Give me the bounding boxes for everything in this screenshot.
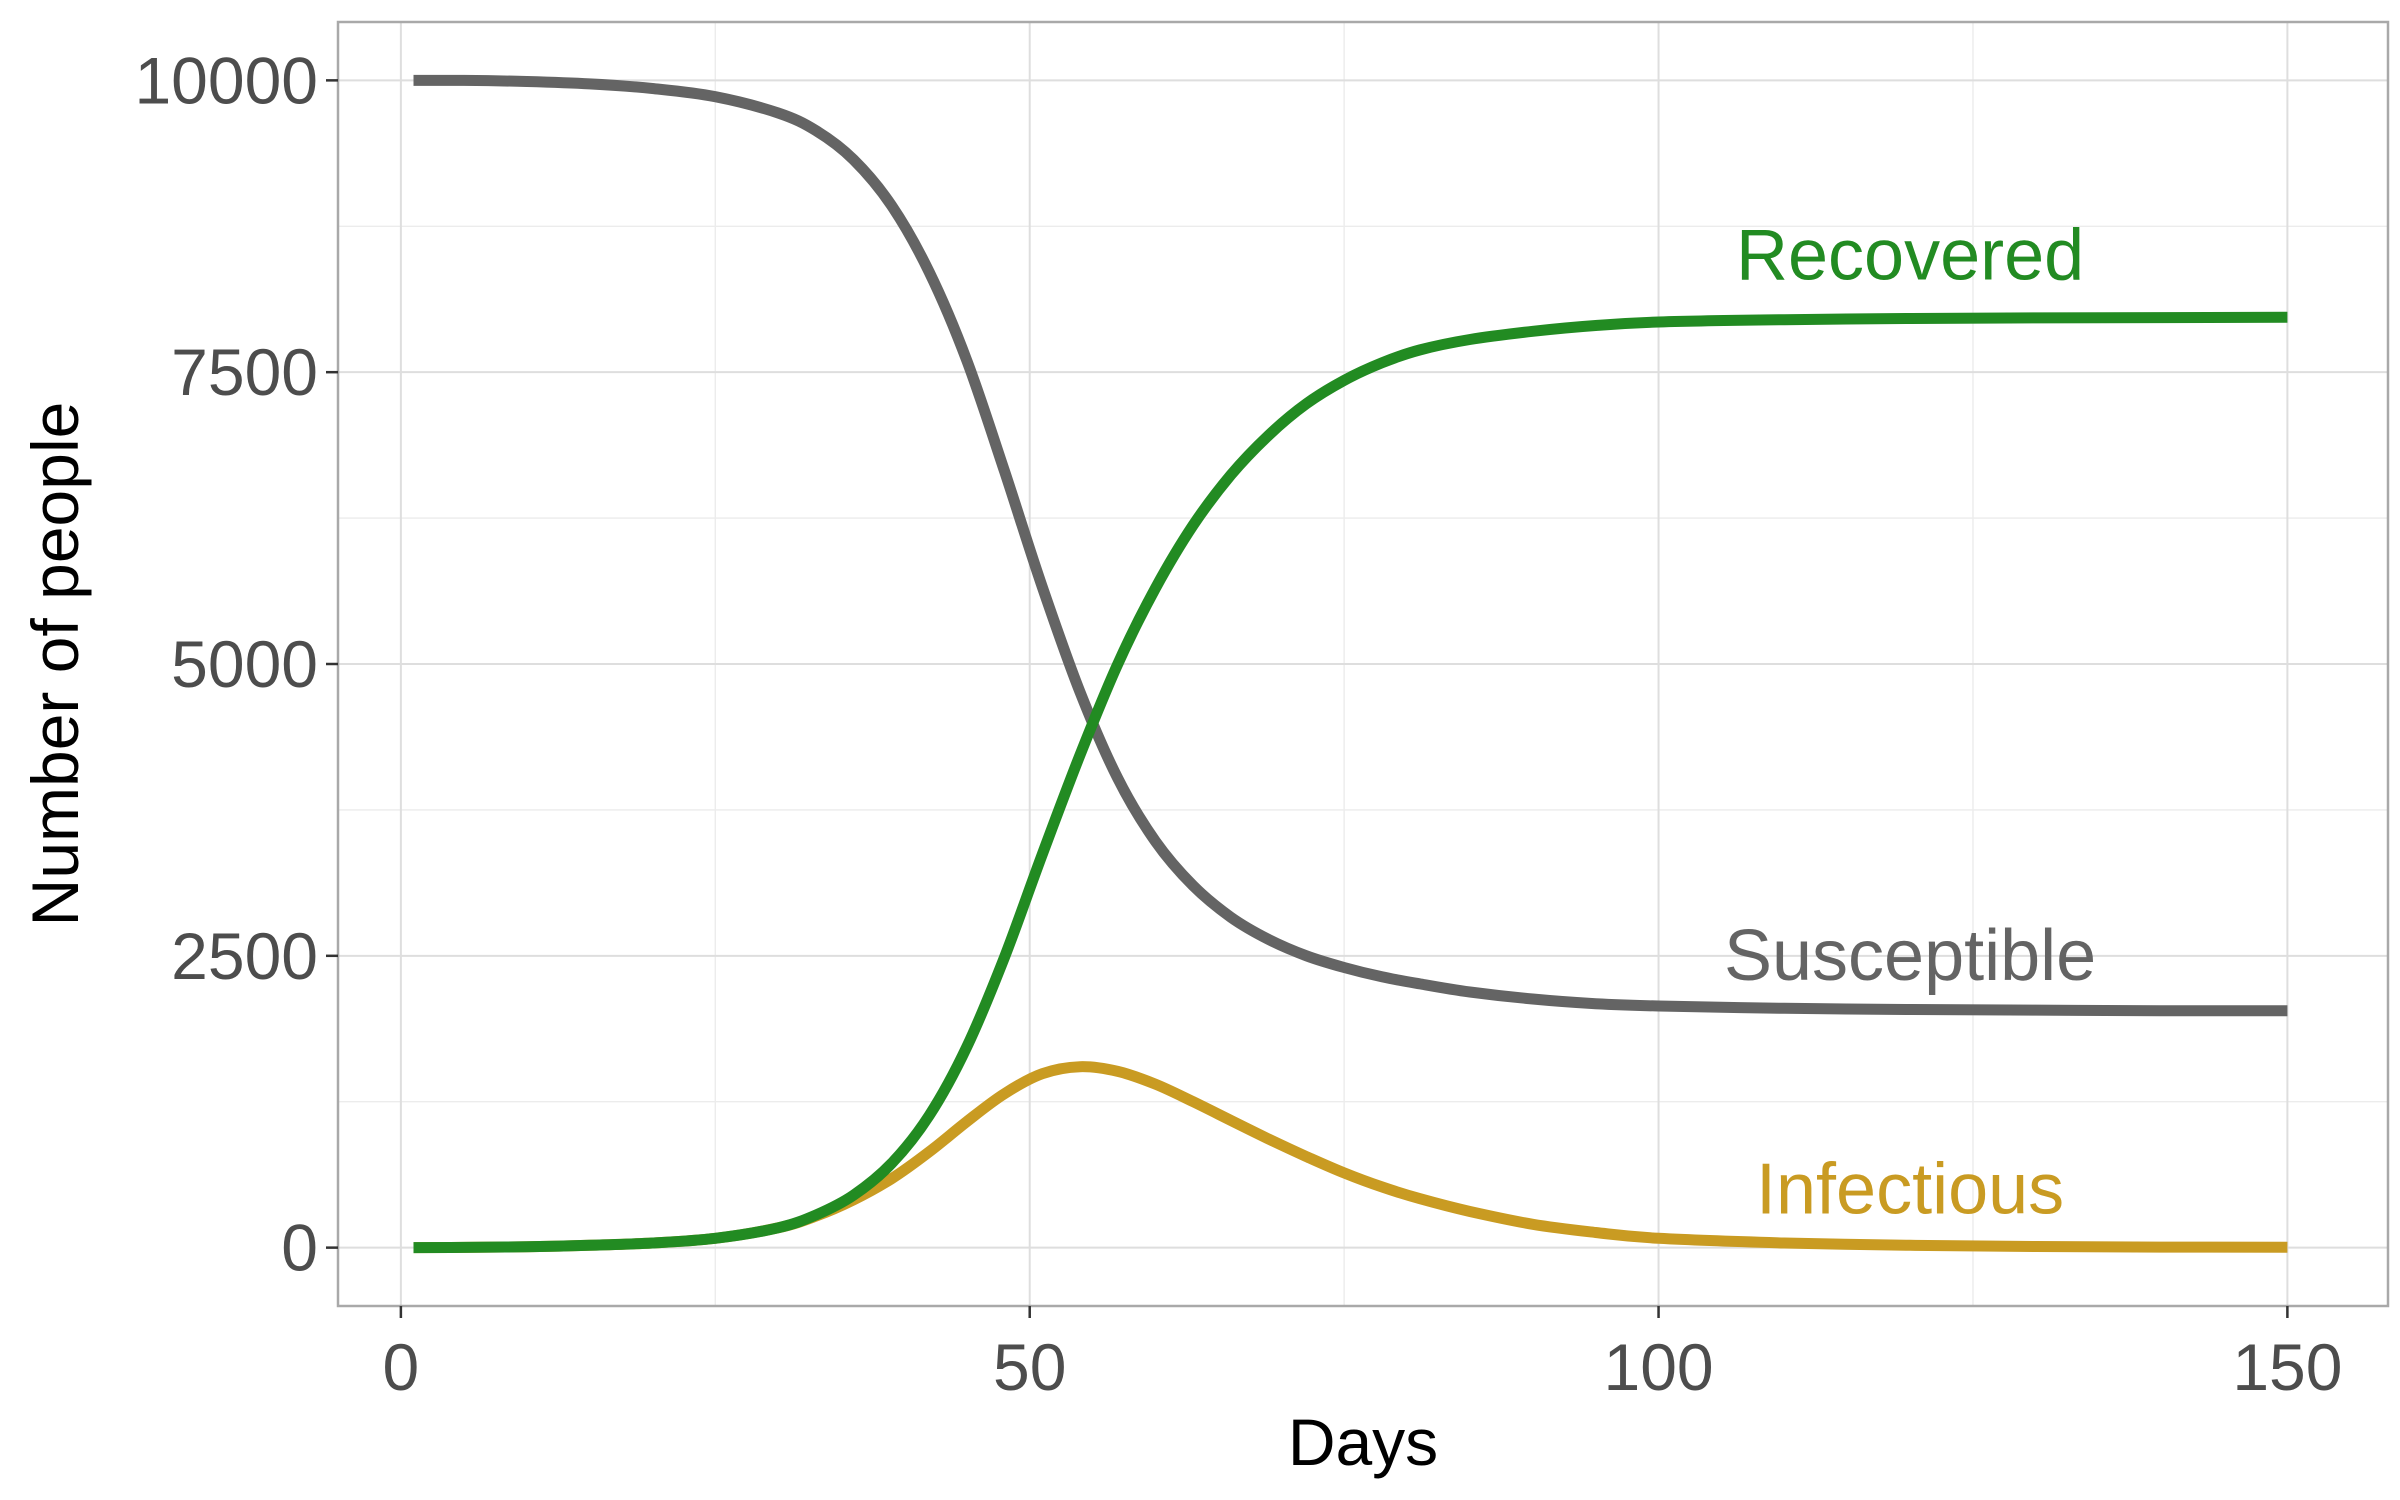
x-tick-label: 100	[1603, 1330, 1713, 1404]
grid-layer	[338, 22, 2388, 1306]
y-tick-label: 0	[281, 1211, 318, 1285]
y-axis-title: Number of people	[18, 402, 92, 927]
series-label-infectious: Infectious	[1756, 1149, 2064, 1229]
y-tick-label: 2500	[171, 919, 318, 993]
series-line-recovered	[413, 311, 2288, 1254]
x-axis-ticks: 0 50 100 150	[383, 1306, 2342, 1404]
series-label-recovered: Recovered	[1736, 215, 2084, 295]
series-label-layer: Recovered Susceptible Infectious	[1724, 215, 2096, 1229]
x-tick-label: 150	[2232, 1330, 2342, 1404]
y-tick-label: 7500	[171, 335, 318, 409]
series-label-susceptible: Susceptible	[1724, 916, 2096, 996]
series-layer	[413, 74, 2288, 1254]
x-tick-label: 0	[383, 1330, 420, 1404]
x-axis-title: Days	[1288, 1405, 1438, 1479]
y-tick-label: 5000	[171, 627, 318, 701]
x-tick-label: 50	[993, 1330, 1066, 1404]
series-line-susceptible	[413, 74, 2288, 1017]
y-axis-ticks: 0 2500 5000 7500 10000	[134, 43, 338, 1285]
y-tick-label: 10000	[134, 43, 318, 117]
